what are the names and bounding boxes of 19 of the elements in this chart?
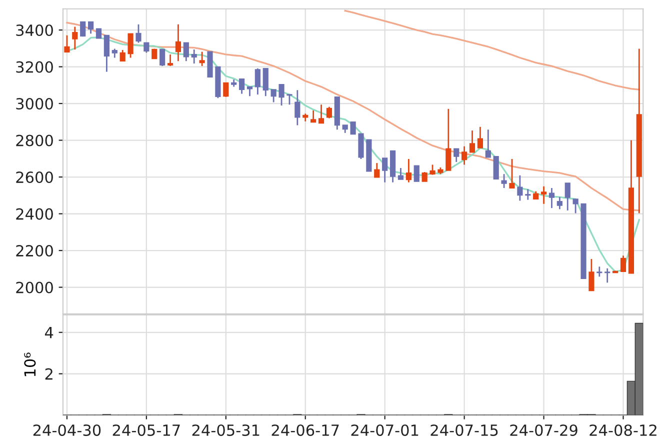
x-tick-label: 24-07-29 [510, 424, 578, 436]
y-tick-label: 2600 [16, 171, 53, 184]
y-tick-label: 2400 [16, 208, 53, 220]
x-tick-label: 24-05-17 [112, 424, 180, 436]
x-tick-label: 24-05-31 [192, 424, 260, 436]
y-tick-label: 2800 [16, 134, 53, 146]
y-tick-label: 2200 [16, 244, 53, 257]
x-tick-label: 24-08-12 [590, 424, 656, 436]
y-tick-label: 2 [45, 368, 52, 380]
y-tick-label: 3000 [16, 98, 53, 110]
x-tick-label: 24-04-30 [33, 424, 101, 436]
x-tick-label: 24-06-17 [272, 424, 339, 436]
y-axis-title: 10⁶ [24, 352, 36, 376]
y-tick-label: 2000 [16, 282, 53, 294]
x-tick-label: 24-07-15 [430, 424, 498, 436]
x-tick-label: 24-07-01 [351, 424, 418, 436]
y-tick-label: 3200 [16, 61, 53, 73]
y-tick-label: 4 [44, 327, 54, 338]
y-tick-label: 3400 [16, 24, 53, 36]
